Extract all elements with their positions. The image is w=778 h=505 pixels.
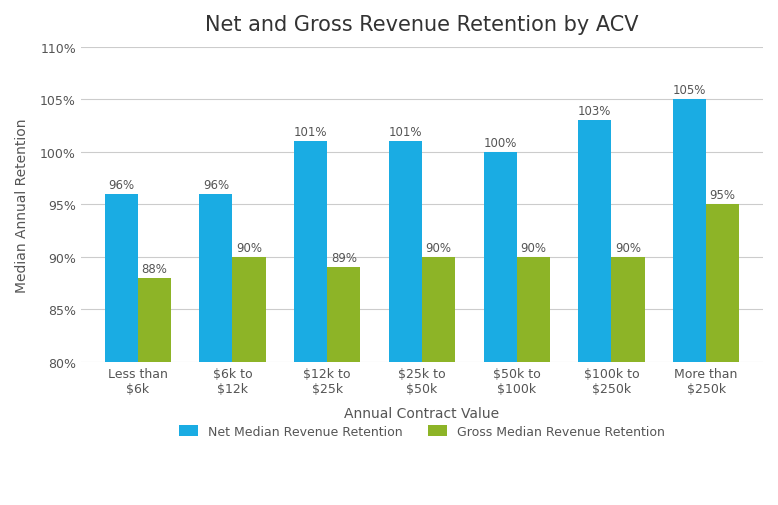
Bar (706, 205, 739, 505)
Bar (199, 194, 233, 505)
Text: 89%: 89% (331, 251, 357, 265)
Bar (389, 142, 422, 505)
Legend: Net Median Revenue Retention, Gross Median Revenue Retention: Net Median Revenue Retention, Gross Medi… (173, 419, 671, 444)
Bar (612, 257, 644, 505)
Text: 105%: 105% (673, 84, 706, 97)
Bar (483, 153, 517, 505)
Text: 96%: 96% (203, 178, 229, 191)
Bar (673, 100, 706, 505)
Text: 90%: 90% (236, 241, 262, 254)
Title: Net and Gross Revenue Retention by ACV: Net and Gross Revenue Retention by ACV (205, 15, 639, 35)
Bar (517, 257, 550, 505)
Text: 103%: 103% (578, 105, 612, 118)
Text: 101%: 101% (294, 126, 328, 139)
Text: 96%: 96% (108, 178, 134, 191)
Bar (104, 194, 138, 505)
Text: 95%: 95% (710, 189, 736, 201)
Text: 90%: 90% (426, 241, 451, 254)
Text: 90%: 90% (520, 241, 546, 254)
Bar (138, 278, 171, 505)
Text: 101%: 101% (388, 126, 422, 139)
Text: 90%: 90% (615, 241, 641, 254)
Bar (233, 257, 265, 505)
Bar (294, 142, 328, 505)
Y-axis label: Median Annual Retention: Median Annual Retention (15, 118, 29, 292)
Text: 88%: 88% (142, 262, 167, 275)
Bar (422, 257, 455, 505)
Bar (578, 121, 612, 505)
Text: 100%: 100% (483, 136, 517, 149)
Bar (328, 268, 360, 505)
X-axis label: Annual Contract Value: Annual Contract Value (345, 406, 499, 420)
